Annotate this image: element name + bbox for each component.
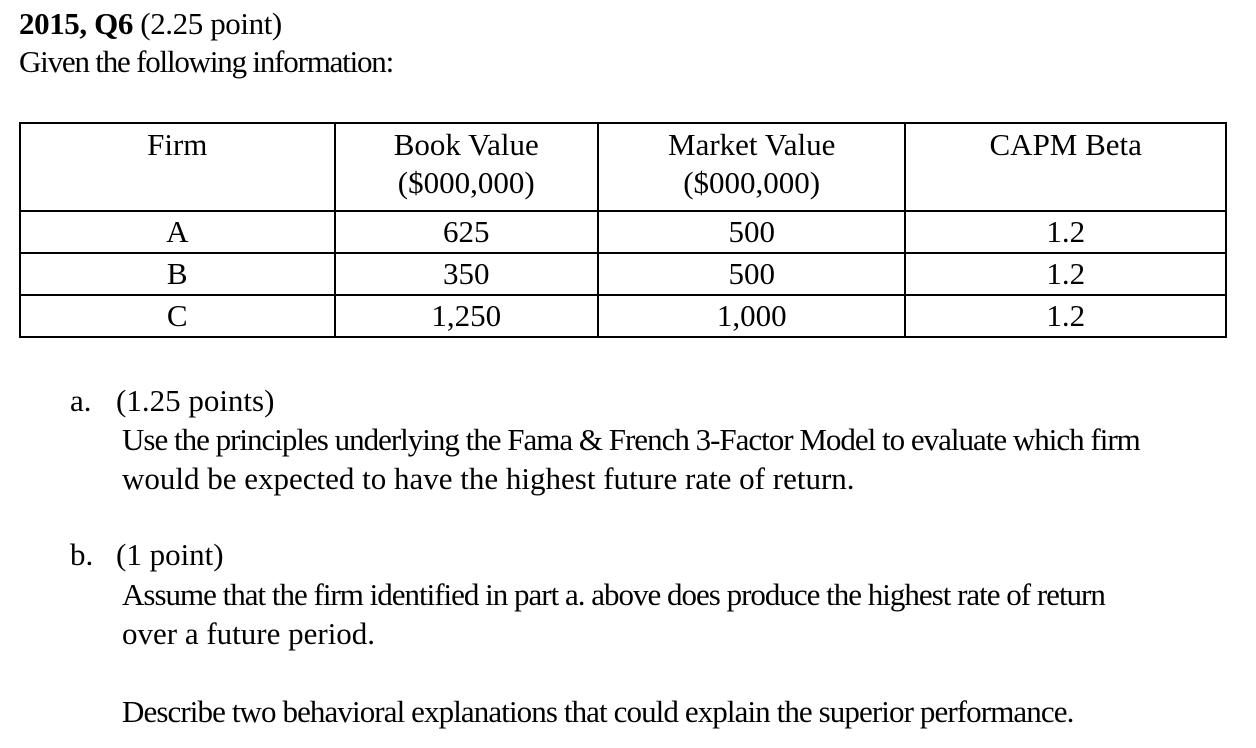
question-heading: 2015, Q6 (2.25 point) [19,6,282,42]
part-b-line-2: over a future period. [122,616,376,651]
part-a-header: a. (1.25 points) [70,382,274,420]
cell-capm-beta: 1.2 [904,210,1227,254]
cell-capm-beta: 1.2 [904,252,1227,296]
header-firm: Firm [19,122,336,212]
part-b-marker: b. [70,537,94,572]
cell-market-value: 1,000 [596,294,907,338]
cell-market-value: 500 [596,210,907,254]
cell-capm-beta: 1.2 [904,294,1227,338]
header-capm-beta: CAPM Beta [904,122,1227,212]
table-row: B 350 500 1.2 [19,252,1227,296]
question-id: 2015, Q6 [19,6,133,41]
question-points: (2.25 point) [140,6,282,41]
cell-book-value: 625 [333,210,599,254]
cell-firm: C [19,294,336,338]
cell-market-value: 500 [596,252,907,296]
table-header-row: Firm Book Value ($000,000) Market Value ($… [19,122,1227,212]
header-market-value: Market Value ($000,000) [596,122,907,212]
header-book-value: Book Value ($000,000) [333,122,599,212]
part-a-line-1: Use the principles underlying the Fama &… [122,422,1141,457]
part-a-points: (1.25 points) [116,383,275,418]
part-b-extra: Describe two behavioral explanations tha… [122,694,1074,729]
part-b-line-1: Assume that the firm identified in part … [122,577,1106,612]
table-row: A 625 500 1.2 [19,210,1227,254]
part-a-line-2: would be expected to have the highest fu… [122,461,855,496]
cell-firm: A [19,210,336,254]
part-b-header: b. (1 point) [70,536,224,574]
firm-data-table: Firm Book Value ($000,000) Market Value ($… [19,122,1227,338]
table-row: C 1,250 1,000 1.2 [19,294,1227,338]
part-b-points: (1 point) [116,537,224,572]
cell-firm: B [19,252,336,296]
cell-book-value: 1,250 [333,294,599,338]
cell-book-value: 350 [333,252,599,296]
part-a-marker: a. [70,383,92,418]
intro-text: Given the following information: [19,44,394,79]
